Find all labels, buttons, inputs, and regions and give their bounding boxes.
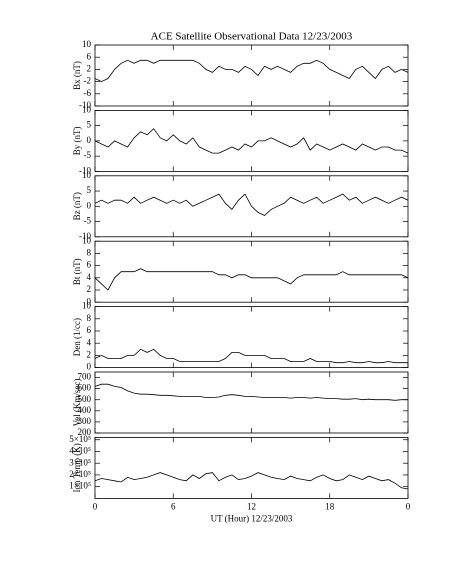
y-tick-label: 500 (78, 394, 92, 404)
y-tick-label: 300 (78, 416, 92, 426)
y-tick-label: 5×10⁵ (69, 434, 91, 444)
y-axis-label: Den (1/cc) (72, 318, 82, 356)
y-tick-label: 8 (87, 247, 92, 257)
data-trace (94, 348, 408, 364)
x-tick-label: 6 (171, 501, 176, 511)
y-tick-label: 4×10⁵ (69, 446, 91, 456)
y-tick-label: 700 (78, 372, 92, 382)
y-tick-label: 4 (87, 272, 92, 282)
panel-frame (94, 110, 409, 172)
y-tick-label: 10 (82, 301, 92, 311)
y-tick-label: 6 (87, 51, 92, 61)
y-axis-label: Vel (Km/sec) (72, 379, 82, 427)
y-tick-label: -10 (79, 100, 91, 110)
data-trace (94, 472, 409, 490)
y-tick-label: 0 (87, 135, 92, 145)
data-trace (94, 128, 409, 154)
y-tick-label: 8 (87, 313, 92, 323)
y-tick-label: 10 (82, 170, 92, 180)
y-tick-label: 200 (78, 427, 92, 437)
panel-frame (94, 371, 409, 434)
y-axis-label: Bz (nT) (72, 192, 82, 220)
y-tick-label: -6 (84, 88, 92, 98)
panel-frame (94, 306, 409, 369)
y-tick-label: 2×10⁵ (69, 469, 91, 479)
y-tick-label: 400 (78, 405, 92, 415)
y-tick-label: 0 (87, 200, 92, 210)
y-tick-label: 10 (82, 104, 92, 114)
data-trace (94, 268, 409, 291)
chart-title: ACE Satellite Observational Data 12/23/2… (151, 31, 353, 43)
y-tick-label: -5 (84, 150, 92, 160)
panel-frame (94, 44, 409, 107)
y-tick-label: 6 (87, 325, 92, 335)
y-tick-label: 1×10⁵ (69, 481, 91, 491)
y-tick-label: -5 (84, 216, 92, 226)
y-tick-label: 2 (87, 63, 92, 73)
y-tick-label: 10 (82, 235, 92, 245)
y-tick-label: 600 (78, 383, 92, 393)
x-axis-label: UT (Hour) 12/23/2003 (211, 513, 293, 523)
data-trace (94, 193, 409, 216)
y-tick-label: 10 (82, 39, 92, 49)
y-tick-label: 0 (87, 296, 92, 306)
x-tick-label: 0 (93, 501, 98, 511)
y-axis-label: By (nT) (72, 127, 82, 156)
y-tick-label: 4 (87, 337, 92, 347)
x-tick-label: 12 (247, 501, 256, 511)
data-trace (94, 383, 408, 401)
y-tick-label: 2 (87, 349, 92, 359)
y-tick-label: 5 (87, 185, 92, 195)
y-tick-label: -2 (84, 76, 92, 86)
y-tick-label: 0 (87, 362, 92, 372)
y-tick-label: 3×10⁵ (69, 457, 91, 467)
y-tick-label: -10 (79, 165, 91, 175)
y-axis-label: Bt (nT) (72, 258, 82, 285)
y-tick-label: 6 (87, 260, 92, 270)
y-tick-label: -10 (79, 231, 91, 241)
y-tick-label: 2 (87, 284, 92, 294)
x-tick-label: 18 (325, 501, 335, 511)
panel-frame (94, 240, 409, 303)
data-trace (94, 59, 409, 83)
y-tick-label: 5 (87, 120, 92, 130)
x-tick-label: 0 (406, 501, 411, 511)
y-axis-label: Bx (nT) (72, 61, 82, 90)
y-axis-label: Ion Temp (K) (72, 443, 82, 492)
panel-frame (94, 436, 409, 499)
